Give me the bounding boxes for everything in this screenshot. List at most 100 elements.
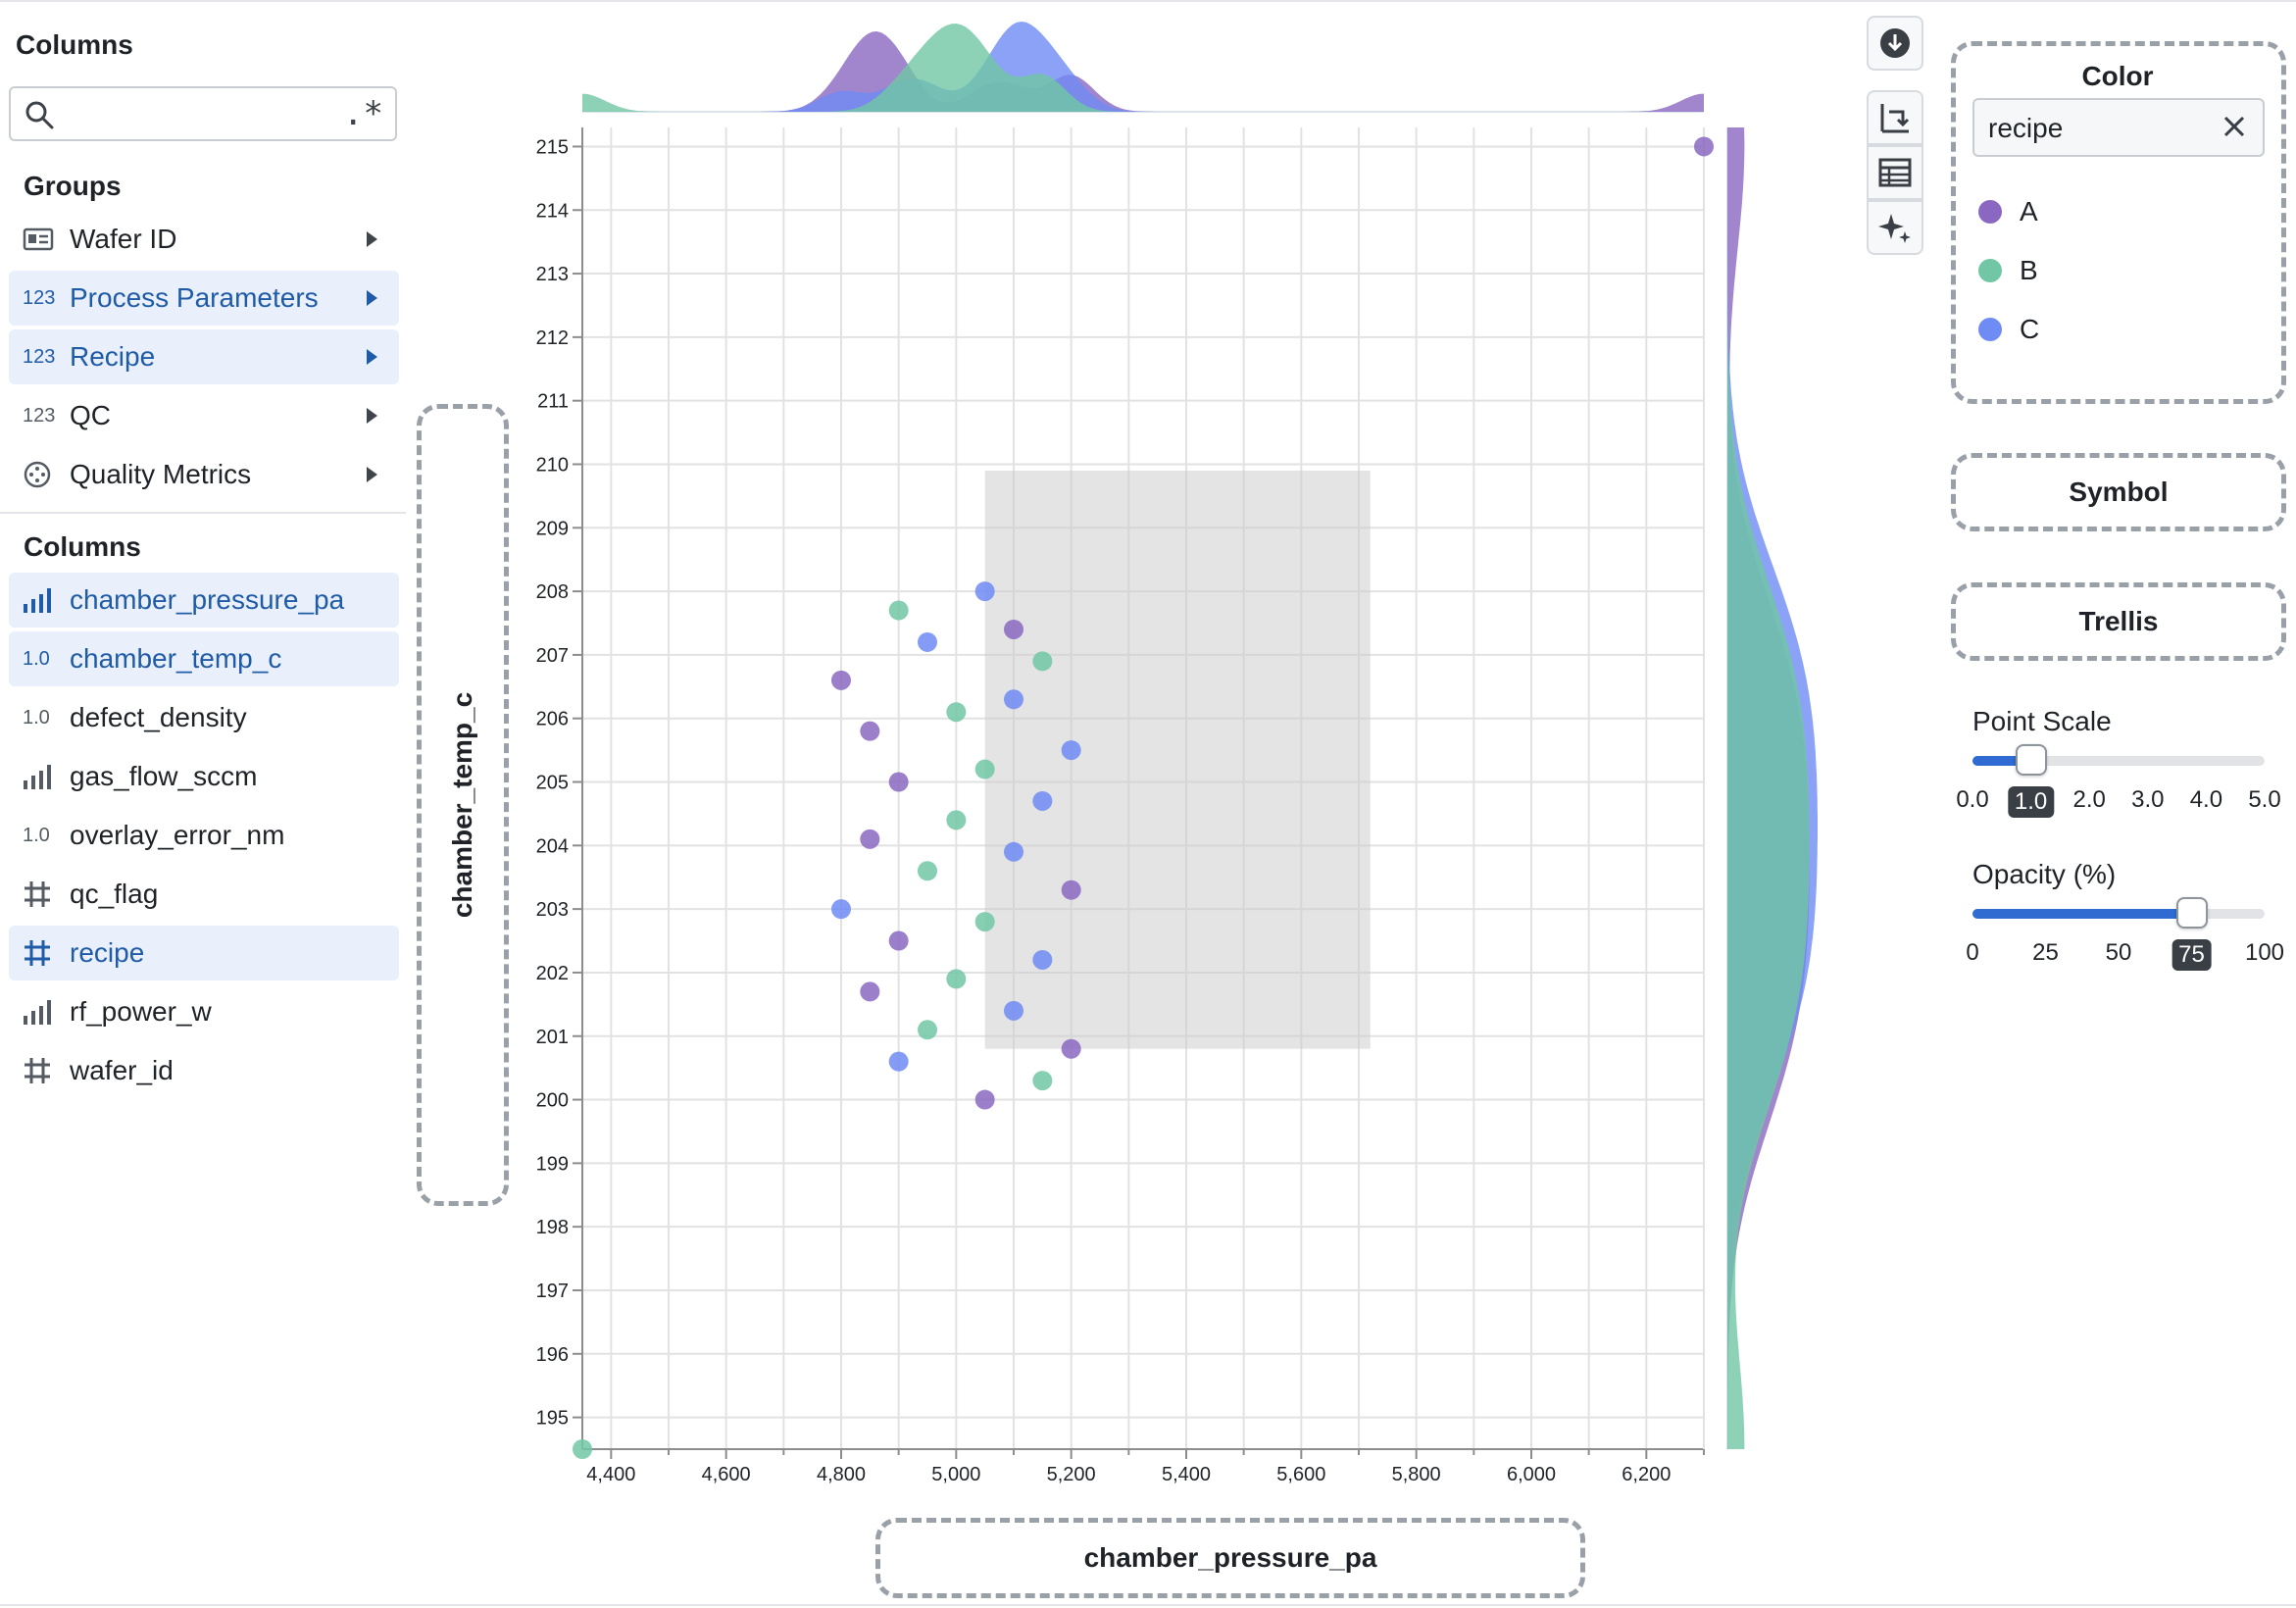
column-item-label: chamber_temp_c	[70, 643, 282, 674]
data-point[interactable]	[974, 1089, 995, 1110]
top-border	[0, 0, 2296, 2]
legend-item-c[interactable]: C	[1978, 314, 2039, 345]
data-point[interactable]	[918, 1020, 937, 1040]
y-tick-label: 197	[536, 1281, 569, 1302]
trellis-label: Trellis	[2078, 606, 2159, 636]
close-icon[interactable]	[2220, 112, 2249, 141]
data-point[interactable]	[1004, 1000, 1023, 1021]
swap-axes-button[interactable]	[1867, 90, 1923, 145]
data-point[interactable]	[946, 969, 967, 989]
data-point[interactable]	[860, 721, 880, 741]
symbol-dropzone[interactable]: Symbol	[1951, 453, 2286, 531]
y-axis-dropzone[interactable]: chamber_temp_c	[417, 404, 509, 1206]
data-point[interactable]	[1032, 651, 1053, 672]
group-item-process-parameters[interactable]: 123 Process Parameters	[9, 271, 399, 326]
chevron-right-icon[interactable]	[367, 349, 377, 365]
data-point[interactable]	[860, 981, 880, 1002]
data-point[interactable]	[1061, 740, 1081, 761]
data-point[interactable]	[888, 772, 909, 792]
search-icon	[25, 101, 54, 129]
column-item-overlay-error-nm[interactable]: 1.0 overlay_error_nm	[9, 808, 399, 863]
opacity-slider[interactable]	[1972, 897, 2265, 929]
data-point[interactable]	[946, 810, 967, 830]
data-point[interactable]	[946, 702, 967, 723]
sidebar-title: Columns	[16, 29, 133, 60]
table-view-button[interactable]	[1867, 145, 1923, 200]
data-point[interactable]	[1694, 136, 1714, 157]
float-type-icon: 1.0	[23, 647, 50, 670]
y-tick-label: 211	[537, 391, 569, 413]
top-density-b	[582, 24, 1704, 112]
hash-grid-icon	[23, 938, 58, 968]
data-point[interactable]	[573, 1439, 592, 1459]
data-point[interactable]	[831, 670, 851, 690]
top-density-a	[582, 31, 1704, 112]
download-button[interactable]	[1867, 16, 1923, 71]
legend-swatch	[1978, 259, 2002, 282]
y-tick-label: 207	[536, 645, 569, 667]
brush-selection[interactable]	[984, 470, 1371, 1049]
data-point[interactable]	[974, 759, 995, 779]
series-b	[573, 600, 1053, 1459]
column-item-chamber-pressure-pa[interactable]: chamber_pressure_pa	[9, 573, 399, 628]
column-item-label: overlay_error_nm	[70, 820, 285, 850]
column-item-chamber-temp-c[interactable]: 1.0 chamber_temp_c	[9, 631, 399, 686]
column-item-qc-flag[interactable]: qc_flag	[9, 867, 399, 922]
group-item-recipe[interactable]: 123 Recipe	[9, 329, 399, 384]
data-point[interactable]	[1032, 949, 1053, 970]
y-tick-label: 196	[536, 1344, 569, 1366]
group-item-qc[interactable]: 123 QC	[9, 388, 399, 443]
column-item-rf-power-w[interactable]: rf_power_w	[9, 984, 399, 1039]
data-point[interactable]	[918, 861, 937, 881]
data-point[interactable]	[1004, 841, 1023, 862]
columns-sidebar: Columns .* Groups Wafer ID 123 Process Par…	[0, 0, 412, 1608]
data-point[interactable]	[888, 930, 909, 951]
regex-toggle-icon[interactable]: .*	[343, 94, 383, 133]
y-tick-label: 200	[536, 1090, 569, 1112]
data-point[interactable]	[1004, 619, 1023, 639]
data-point[interactable]	[1061, 879, 1081, 900]
group-item-quality-metrics[interactable]: Quality Metrics	[9, 447, 399, 502]
color-field-chip[interactable]: recipe	[1972, 98, 2265, 157]
trellis-dropzone[interactable]: Trellis	[1951, 582, 2286, 661]
x-tick-label: 4,600	[702, 1464, 751, 1485]
hash-grid-icon	[23, 879, 58, 909]
data-point[interactable]	[1061, 1038, 1081, 1059]
chevron-right-icon[interactable]	[367, 290, 377, 306]
column-item-wafer-id[interactable]: wafer_id	[9, 1043, 399, 1098]
chevron-right-icon[interactable]	[367, 467, 377, 482]
data-point[interactable]	[974, 581, 995, 602]
column-item-gas-flow-sccm[interactable]: gas_flow_sccm	[9, 749, 399, 804]
point-scale-handle[interactable]	[2015, 744, 2047, 776]
data-point[interactable]	[888, 1051, 909, 1072]
group-item-label: Wafer ID	[70, 224, 177, 254]
point-scale-tick: 4.0	[2189, 786, 2223, 813]
point-scale-slider[interactable]	[1972, 744, 2265, 776]
x-axis-dropzone[interactable]: chamber_pressure_pa	[875, 1518, 1585, 1598]
y-tick-label: 204	[536, 835, 569, 857]
data-point[interactable]	[1004, 689, 1023, 710]
ai-assist-button[interactable]	[1867, 200, 1923, 255]
point-scale-tick: 5.0	[2248, 786, 2281, 813]
chevron-right-icon[interactable]	[367, 231, 377, 247]
column-search[interactable]: .*	[9, 86, 397, 141]
legend-label: A	[2020, 196, 2038, 226]
data-point[interactable]	[974, 912, 995, 932]
data-point[interactable]	[888, 600, 909, 621]
opacity-handle[interactable]	[2175, 897, 2208, 929]
legend-item-a[interactable]: A	[1978, 196, 2038, 227]
chevron-right-icon[interactable]	[367, 408, 377, 424]
y-tick-label: 210	[536, 454, 569, 476]
column-item-recipe[interactable]: recipe	[9, 926, 399, 980]
data-point[interactable]	[1032, 1071, 1053, 1091]
y-tick-label: 214	[536, 200, 569, 222]
data-point[interactable]	[1032, 790, 1053, 811]
column-item-defect-density[interactable]: 1.0 defect_density	[9, 690, 399, 745]
data-point[interactable]	[918, 631, 937, 652]
legend-item-b[interactable]: B	[1978, 255, 2038, 286]
group-item-wafer-id[interactable]: Wafer ID	[9, 212, 399, 267]
data-point[interactable]	[860, 829, 880, 849]
y-tick-label: 213	[536, 264, 569, 285]
data-point[interactable]	[831, 899, 851, 920]
